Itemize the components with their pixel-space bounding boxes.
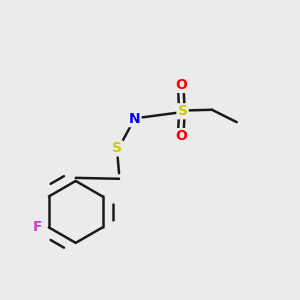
- Text: O: O: [175, 129, 187, 143]
- Text: N: N: [129, 112, 140, 126]
- Text: N: N: [129, 112, 140, 126]
- Text: S: S: [178, 104, 188, 118]
- Text: S: S: [112, 142, 122, 155]
- Text: O: O: [175, 78, 187, 92]
- Text: F: F: [33, 220, 42, 234]
